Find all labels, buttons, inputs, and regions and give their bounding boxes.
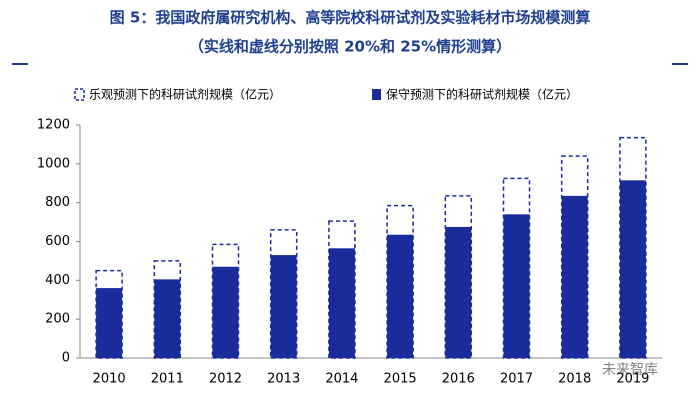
legend-swatch: [372, 89, 381, 100]
chart-title: 图 5：我国政府属研究机构、高等院校科研试剂及实验耗材市场规模测算: [110, 9, 591, 27]
bar: [619, 180, 646, 358]
watermark: 未来智库: [602, 362, 658, 378]
chart-subtitle: （实线和虚线分别按照 20%和 25%情形测算）: [189, 38, 511, 56]
bar: [212, 266, 239, 358]
legend-label: 乐观预测下的科研试剂规模（亿元）: [89, 87, 281, 102]
y-tick-label: 600: [45, 234, 70, 249]
y-tick-label: 200: [45, 312, 70, 327]
y-tick-label: 400: [45, 273, 70, 288]
x-tick-label: 2011: [151, 372, 184, 387]
bar: [445, 226, 472, 358]
x-tick-label: 2014: [325, 372, 358, 387]
y-tick-label: 1200: [37, 118, 70, 133]
bar: [387, 234, 414, 358]
x-tick-label: 2010: [93, 372, 126, 387]
legend-swatch: [74, 88, 85, 101]
y-tick-label: 1000: [37, 156, 70, 171]
bar: [270, 255, 297, 358]
x-tick-label: 2015: [384, 372, 417, 387]
bar: [96, 288, 123, 358]
x-tick-label: 2012: [209, 372, 242, 387]
bar: [561, 195, 588, 358]
bar: [503, 214, 530, 358]
x-tick-label: 2018: [558, 372, 591, 387]
x-tick-label: 2016: [442, 372, 475, 387]
bar: [154, 279, 181, 358]
y-tick-label: 0: [62, 351, 70, 366]
x-tick-label: 2017: [500, 372, 533, 387]
x-tick-label: 2013: [267, 372, 300, 387]
y-tick-label: 800: [45, 195, 70, 210]
legend-label: 保守预测下的科研试剂规模（亿元）: [386, 87, 578, 102]
bar: [328, 248, 355, 358]
x-tick-label: 2019: [616, 372, 649, 387]
